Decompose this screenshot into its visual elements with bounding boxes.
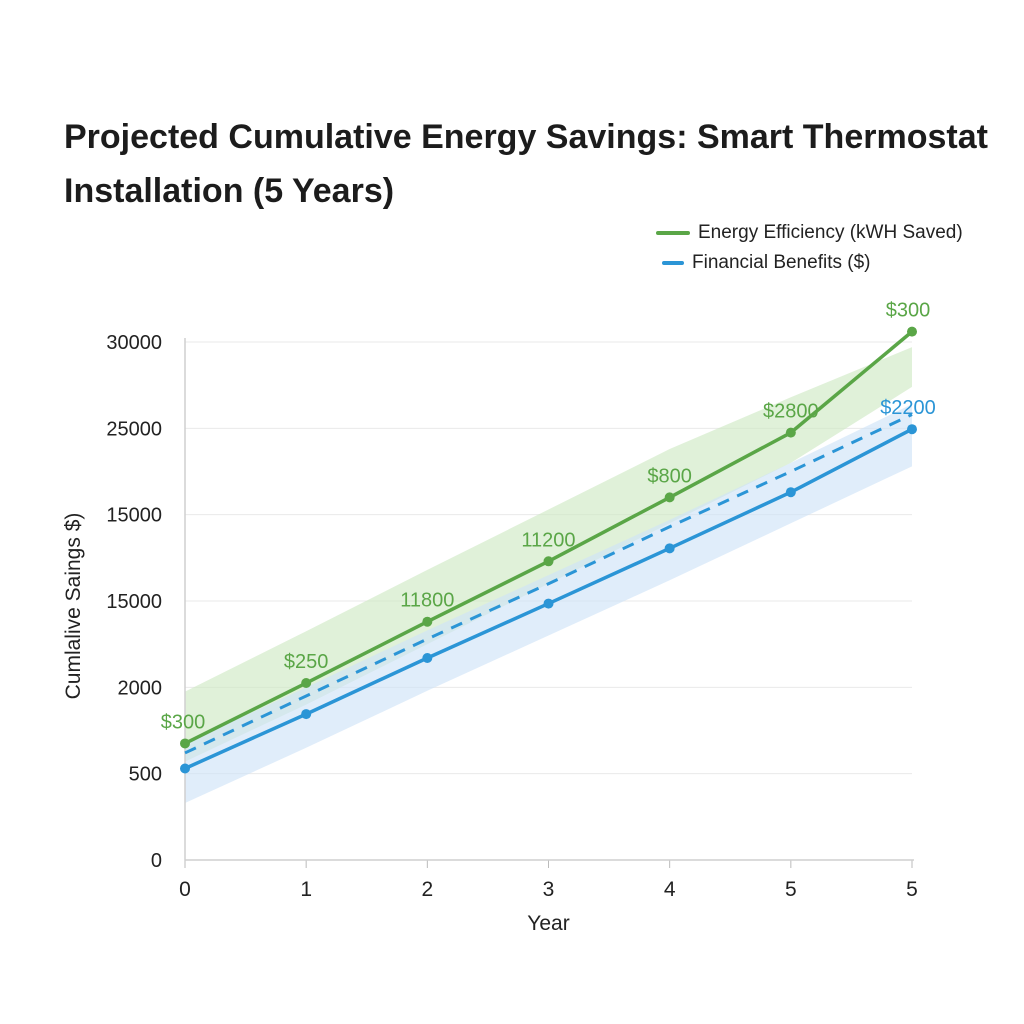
x-tick-label-0: 0	[179, 878, 191, 901]
legend-item-financial: Financial Benefits ($)	[656, 248, 996, 278]
data-label-s0-1: $250	[284, 651, 329, 673]
data-points	[180, 326, 917, 774]
x-axis-label: Year	[527, 912, 569, 935]
data-label-s1-6: $2200	[880, 397, 936, 419]
data-label-s0-6: $300	[886, 300, 931, 322]
y-tick-label-0: 0	[151, 850, 162, 872]
point-s0-1	[301, 678, 312, 689]
data-label-s0-2: 11800	[400, 590, 454, 612]
y-axis-label: Cumlalive Saings $)	[62, 513, 85, 700]
point-s1-5	[785, 487, 796, 498]
data-label-s0-4: $800	[647, 465, 692, 487]
point-s0-5	[785, 427, 796, 438]
data-labels: $300 $250 11800 11200 $800 $2800 $300 $2200	[161, 300, 936, 734]
y-tick-label-2: 2000	[118, 677, 163, 699]
y-tick-label-6: 30000	[106, 332, 162, 354]
point-s1-3	[543, 598, 554, 609]
data-label-s0-5: $2800	[763, 401, 819, 423]
point-s1-0	[180, 763, 190, 774]
y-tick-label-5: 25000	[106, 418, 162, 440]
y-tick-label-3: 15000	[106, 591, 162, 613]
point-s0-4	[664, 492, 675, 503]
y-tick-label-1: 500	[129, 764, 162, 786]
chart-title: Projected Cumulative Energy Savings: Sma…	[64, 118, 988, 210]
x-tick-label-3: 3	[543, 878, 555, 901]
legend-swatch-financial-line	[662, 261, 684, 265]
x-tick-label-6: 5	[906, 878, 918, 901]
x-tick-label-4: 4	[664, 878, 676, 901]
point-s0-2	[422, 616, 433, 627]
legend-item-energy: Energy Efficiency (kWH Saved)	[656, 218, 996, 248]
x-tick-label-1: 1	[300, 878, 312, 901]
tick-labels: 0 500 2000 15000 15000 25000 30000 0 1 2 3 4 5 5	[106, 332, 917, 901]
x-tick-label-2: 2	[421, 878, 433, 901]
point-s0-3	[543, 556, 554, 567]
y-tick-label-4: 15000	[106, 505, 162, 527]
point-s0-0	[180, 738, 190, 749]
x-tick-label-5: 5	[785, 878, 797, 901]
point-s1-6	[907, 424, 917, 435]
band-series-0	[185, 347, 912, 762]
legend: Energy Efficiency (kWH Saved) Financial …	[656, 218, 996, 278]
point-s1-4	[664, 543, 675, 554]
legend-swatch-energy-line	[656, 231, 690, 235]
point-s1-2	[422, 652, 433, 663]
point-s0-6	[907, 326, 917, 337]
data-label-s0-0: $300	[161, 711, 206, 733]
point-s1-1	[301, 709, 312, 720]
data-label-s0-3: 11200	[521, 529, 575, 551]
series-line-2	[184, 413, 913, 755]
legend-label-energy: Energy Efficiency (kWH Saved)	[698, 222, 963, 243]
legend-label-financial: Financial Benefits ($)	[692, 252, 871, 273]
